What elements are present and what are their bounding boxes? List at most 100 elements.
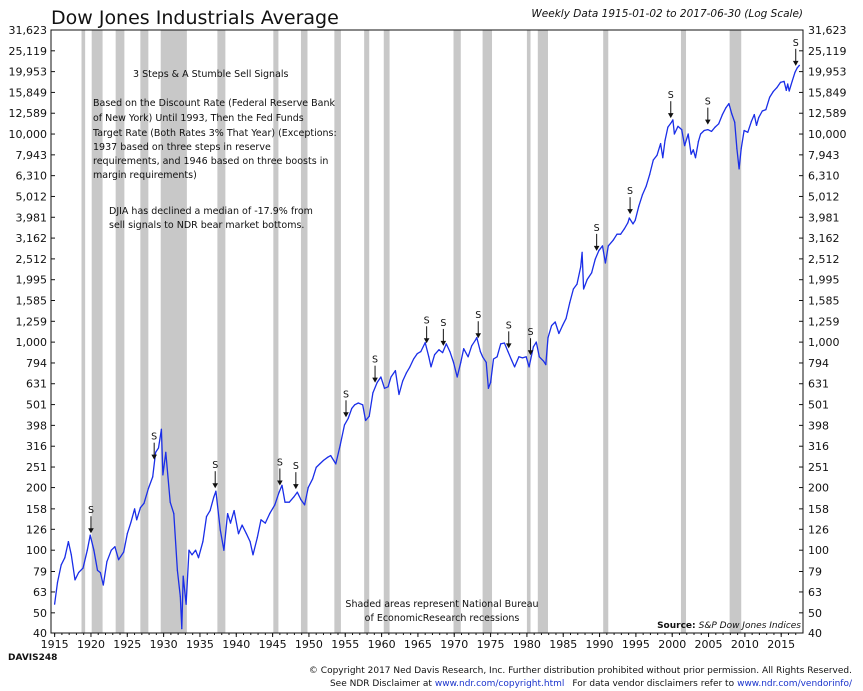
y-tick-label-left-2,512: 2,512 [16,253,48,266]
y-tick-label-left-63: 63 [33,586,47,599]
y-tick-label-right-6,310: 6,310 [808,170,840,183]
y-tick-label-left-1,995: 1,995 [16,274,48,287]
y-tick-label-right-794: 794 [808,357,829,370]
sell-signal-label: S [424,315,430,326]
x-tick-label-1955: 1955 [331,638,359,651]
x-tick-label-1950: 1950 [295,638,323,651]
y-tick-label-right-3,162: 3,162 [808,232,840,245]
copyright-link[interactable]: www.ndr.com/copyright.html [435,679,565,689]
x-tick-label-1975: 1975 [477,638,505,651]
y-tick-label-left-31,623: 31,623 [9,24,48,37]
annotation-block: 3 Steps & A Stumble Sell Signals Based o… [92,69,337,231]
sell-signal-label: S [594,223,600,234]
x-axis: 1915 1920 1925 1930 1935 1940 1945 1950 1955 1960… [41,633,797,651]
y-tick-label-left-1,259: 1,259 [16,315,48,328]
sell-signal-arrow-head [440,340,447,346]
y-tick-label-left-316: 316 [26,440,47,453]
recession-band-10 [383,30,390,633]
y-tick-label-left-3,981: 3,981 [16,211,48,224]
y-tick-label-right-631: 631 [808,378,829,391]
sell-signal-arrow-head [527,350,534,356]
sell-signal-arrow-head [151,454,157,460]
y-tick-label-right-316: 316 [808,440,829,453]
recession-band-0 [81,30,86,633]
sell-signal-arrow-head [343,412,349,418]
y-tick-label-left-398: 398 [26,419,47,432]
chart-code: DAVIS248 [8,653,57,663]
y-tick-label-right-5,012: 5,012 [808,190,840,203]
y-tick-label-right-10,000: 10,000 [808,128,847,141]
sell-signal-15: S [705,97,711,125]
y-tick-label-left-251: 251 [26,461,47,474]
sell-signal-arrow-head [667,113,674,119]
recession-band-16 [680,30,687,633]
sell-signal-label: S [627,186,633,197]
copyright-notice: © Copyright 2017 Ned Davis Research, Inc… [309,666,852,676]
x-tick-label-1960: 1960 [368,638,396,651]
y-tick-label-left-25,119: 25,119 [9,45,48,58]
y-tick-label-right-15,849: 15,849 [808,86,847,99]
y-tick-label-right-1,995: 1,995 [808,274,840,287]
recession-band-12 [482,30,493,633]
sell-signal-9: S [475,310,481,339]
sell-signal-arrow-head [372,377,378,383]
y-tick-label-right-251: 251 [808,461,829,474]
x-tick-label-1915: 1915 [41,638,69,651]
y-tick-label-left-12,589: 12,589 [9,107,48,120]
annotation-line-2: of New York) Until 1993, Then the Fed Fu… [93,113,304,124]
chart-subtitle: Weekly Data 1915-01-02 to 2017-06-30 (Lo… [531,8,803,20]
sell-signal-label: S [88,505,94,516]
y-tick-label-left-7,943: 7,943 [16,149,48,162]
annotation-line-3: Target Rate (Both Rates 3% That Year) (E… [92,128,337,139]
recession-band-1 [91,30,103,633]
x-tick-label-2005: 2005 [695,638,723,651]
recession-band-4 [160,30,187,633]
y-tick-label-right-50: 50 [808,607,822,620]
y-tick-label-right-19,953: 19,953 [808,66,847,79]
x-tick-label-1920: 1920 [77,638,105,651]
y-tick-label-right-100: 100 [808,544,829,557]
sell-signal-8: S [440,318,446,346]
sell-signal-11: S [527,327,534,356]
y-tick-label-right-1,000: 1,000 [808,336,840,349]
x-tick-label-1965: 1965 [404,638,432,651]
annotation-line-4: 1937 based on three steps in reserve [93,142,271,153]
recession-band-17 [729,30,742,633]
disclaimer-text-2: For data vendor disclaimers refer to [572,679,734,689]
x-tick-label-1990: 1990 [586,638,614,651]
vendor-info-link[interactable]: www.ndr.com/vendorinfo/ [737,679,853,689]
source-value: S&P Dow Jones Indices [699,621,802,631]
sell-signal-arrow-head [277,480,283,486]
chart-title: Dow Jones Industrials Average [51,7,339,29]
sell-signal-arrow-head [293,484,299,490]
sell-signal-label: S [668,90,674,101]
source-label: Source: [657,621,696,631]
sell-signal-0: S [88,505,94,534]
x-tick-label-1930: 1930 [150,638,178,651]
y-tick-label-right-31,623: 31,623 [808,24,847,37]
sell-signal-label: S [528,327,534,338]
sell-signal-arrow-head [212,483,219,489]
recession-band-6 [273,30,279,633]
sell-signal-6: S [372,355,378,383]
y-tick-label-left-79: 79 [33,565,47,578]
djia-line [53,64,800,630]
sell-signal-label: S [151,432,157,443]
recession-band-14 [537,30,548,633]
recession-note-line-2: of EconomicResearch recessions [365,613,520,624]
recession-note: Shaded areas represent National Bureau o… [345,599,538,624]
median-decline-note-1: DJIA has declined a median of -17.9% fro… [109,206,313,217]
y-tick-label-left-6,310: 6,310 [16,170,48,183]
recession-band-9 [364,30,370,633]
annotation-line-6: margin requirements) [93,170,197,181]
x-tick-label-1985: 1985 [549,638,577,651]
x-tick-label-1925: 1925 [113,638,141,651]
recession-band-13 [526,30,531,633]
y-tick-label-right-7,943: 7,943 [808,149,840,162]
recession-band-7 [300,30,308,633]
annotation-line-5: requirements, and 1946 based on three bo… [93,156,328,167]
sell-signal-label: S [212,460,218,471]
y-tick-label-right-40: 40 [808,627,822,640]
